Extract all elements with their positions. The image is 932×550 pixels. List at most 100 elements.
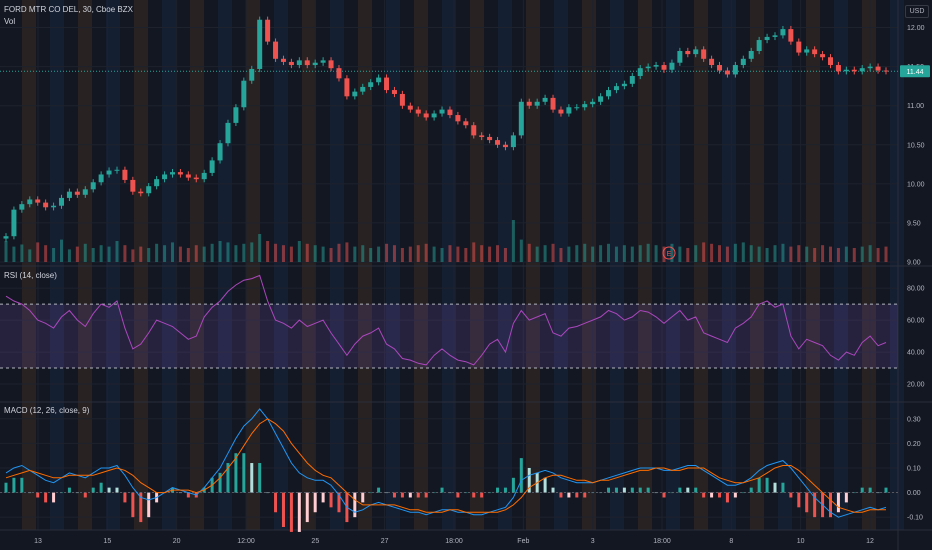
- macd-histogram-bar: [266, 492, 270, 494]
- macd-histogram-bar: [353, 492, 357, 518]
- y-tick-label: 60.00: [907, 318, 925, 325]
- volume-bar: [218, 241, 222, 262]
- volume-bar: [575, 245, 579, 262]
- candle-body: [43, 202, 49, 208]
- candle-body: [431, 113, 437, 118]
- candle-body: [280, 58, 286, 62]
- volume-bar: [654, 245, 658, 262]
- macd-histogram-bar: [67, 487, 71, 493]
- session-stripe: [246, 0, 260, 530]
- macd-histogram-bar: [472, 492, 476, 498]
- macd-histogram-bar: [12, 477, 16, 493]
- volume-bar: [519, 239, 523, 262]
- macd-histogram-bar: [551, 487, 555, 493]
- volume-bar: [210, 243, 214, 262]
- macd-series: [5, 408, 887, 518]
- volume-bar: [852, 248, 856, 262]
- candle-body: [384, 77, 390, 91]
- candle-body: [82, 189, 88, 195]
- volume-bar: [416, 245, 420, 262]
- candle-body: [629, 75, 635, 84]
- session-stripe: [806, 0, 820, 530]
- candle-body: [479, 135, 485, 137]
- volume-bar: [884, 246, 888, 262]
- candle-body: [257, 19, 263, 69]
- volume-bar: [178, 246, 182, 262]
- volume-bar: [583, 243, 587, 262]
- macd-histogram-bar: [377, 487, 381, 493]
- volume-bar: [36, 242, 40, 262]
- x-tick-label: 10: [797, 538, 805, 545]
- volume-bar: [226, 242, 230, 262]
- candle-body: [764, 36, 770, 41]
- volume-bar: [646, 243, 650, 262]
- macd-histogram-bar: [226, 463, 230, 493]
- x-tick-label: Feb: [517, 538, 529, 545]
- macd-histogram-bar: [852, 492, 856, 494]
- volume-bar: [400, 248, 404, 262]
- session-stripe: [134, 0, 148, 530]
- candle-body: [177, 172, 183, 175]
- session-stripe: [722, 0, 736, 530]
- macd-histogram-bar: [408, 492, 412, 498]
- macd-histogram-bar: [836, 492, 840, 513]
- macd-histogram-bar: [456, 492, 460, 498]
- macd-histogram-bar: [583, 492, 587, 498]
- candle-body: [336, 68, 342, 79]
- macd-histogram-bar: [91, 487, 95, 493]
- volume-bar: [718, 245, 722, 262]
- volume-bar: [337, 243, 341, 262]
- volume-bar: [91, 248, 95, 262]
- macd-histogram-bar: [527, 467, 531, 493]
- macd-histogram-bar: [622, 487, 626, 493]
- candle-body: [875, 66, 881, 71]
- macd-histogram-bar: [329, 492, 333, 508]
- volume-bar: [599, 245, 603, 262]
- volume-bar: [139, 246, 143, 262]
- candle-body: [169, 172, 175, 175]
- volume-bar: [147, 248, 151, 262]
- macd-histogram-bar: [607, 487, 611, 493]
- currency-badge[interactable]: USD: [905, 5, 929, 18]
- candle-body: [843, 69, 849, 72]
- candle-body: [320, 60, 326, 63]
- candle-body: [812, 49, 818, 55]
- candle-body: [130, 179, 136, 192]
- candle-body: [518, 101, 524, 136]
- volume-bar: [805, 246, 809, 262]
- candle-body: [328, 60, 334, 69]
- candle-body: [669, 62, 675, 70]
- volume-bar: [289, 246, 293, 262]
- volume-bar: [99, 245, 103, 262]
- candle-body: [296, 60, 302, 66]
- candle-body: [820, 54, 826, 58]
- volume-bar: [551, 243, 555, 262]
- macd-histogram-bar: [844, 492, 848, 503]
- macd-histogram-bar: [83, 492, 87, 498]
- volume-bar: [464, 248, 468, 262]
- volume-bar: [670, 243, 674, 262]
- candle-body: [19, 204, 25, 210]
- candle-body: [463, 121, 469, 126]
- session-stripe: [386, 0, 400, 530]
- volume-bar: [75, 246, 79, 262]
- y-tick-label: 0.00: [907, 490, 921, 497]
- rsi-line: [5, 274, 887, 366]
- volume-bar: [361, 245, 365, 262]
- macd-histogram-bar: [289, 492, 293, 532]
- macd-histogram-bar: [543, 477, 547, 493]
- volume-bar: [456, 246, 460, 262]
- session-stripe: [414, 0, 428, 530]
- volume-bar: [186, 248, 190, 262]
- macd-histogram-bar: [781, 482, 785, 493]
- last-price-value: 11.44: [907, 69, 924, 76]
- candle-body: [447, 109, 453, 116]
- candle-body: [106, 170, 112, 175]
- candle-body: [360, 86, 366, 92]
- candle-body: [510, 135, 516, 148]
- macd-histogram-bar: [749, 487, 753, 493]
- volume-bar: [234, 245, 238, 262]
- macd-histogram-bar: [702, 492, 706, 498]
- session-stripe: [162, 0, 176, 530]
